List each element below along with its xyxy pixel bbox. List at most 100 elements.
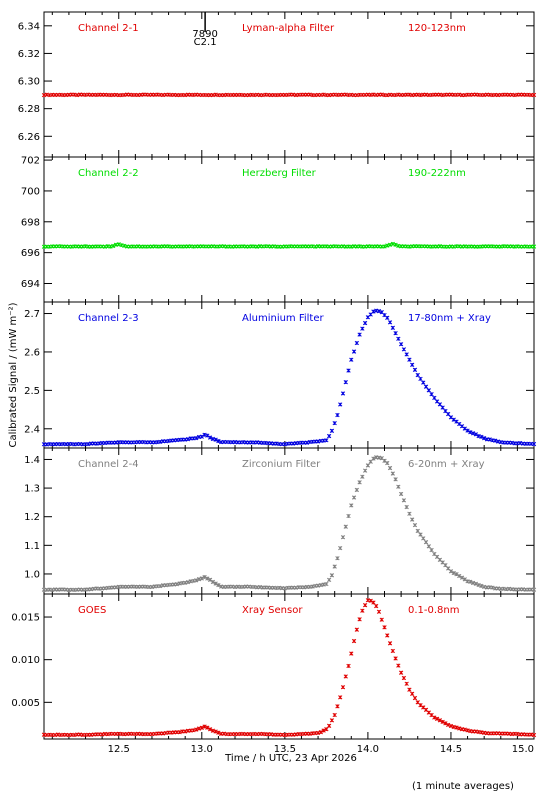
goes-data-point bbox=[343, 674, 348, 679]
channel-2-4-data-point bbox=[335, 556, 340, 561]
channel-2-1-ytick-label: 6.26 bbox=[18, 132, 40, 143]
channel-2-3-data-point bbox=[493, 438, 498, 443]
channel-2-4-data-point bbox=[357, 480, 362, 485]
goes-data-point bbox=[207, 727, 213, 732]
channel-2-3-data-point bbox=[426, 388, 431, 393]
channel-2-2-data-point bbox=[111, 243, 116, 249]
channel-2-3-data-point bbox=[462, 426, 467, 431]
channel-2-1-data-point bbox=[531, 92, 537, 98]
channel-2-3-data-point bbox=[371, 309, 376, 314]
channel-2-3-data-point bbox=[216, 438, 221, 444]
channel-2-4-data-point bbox=[354, 487, 359, 493]
channel-2-3-data-point bbox=[326, 433, 332, 439]
channel-2-4-data-point bbox=[459, 575, 465, 580]
channel-2-4-data-point bbox=[393, 477, 398, 482]
channel-2-4-filter-label: Zirconium Filter bbox=[242, 459, 321, 470]
goes-data-point bbox=[335, 704, 340, 709]
channel-2-3-data-point bbox=[432, 395, 437, 401]
channel-2-3-data-point bbox=[387, 320, 393, 325]
channel-2-4-data-point bbox=[404, 504, 409, 510]
x-tick-label: 13.0 bbox=[191, 744, 213, 755]
channel-2-3-data-point bbox=[213, 437, 218, 442]
channel-2-4-data-point bbox=[326, 577, 332, 583]
goes-data-point bbox=[346, 663, 351, 669]
channel-2-3-data-point bbox=[446, 411, 451, 417]
goes-data-point bbox=[321, 728, 326, 733]
channel-2-4-data-point bbox=[401, 498, 407, 503]
channel-2-3-data-point bbox=[465, 428, 470, 433]
goes-ytick-label: 0.015 bbox=[11, 613, 40, 624]
goes-data-point bbox=[412, 695, 418, 701]
goes-data-point bbox=[349, 651, 354, 656]
channel-2-4-band-label: 6-20nm + Xray bbox=[408, 459, 485, 470]
goes-data-point bbox=[446, 722, 451, 728]
goes-data-point bbox=[454, 725, 459, 730]
goes-data-point bbox=[371, 600, 376, 605]
channel-2-4-ytick-label: 1.0 bbox=[24, 569, 40, 580]
channel-2-4-data-point bbox=[412, 522, 418, 528]
channel-2-3-data-point bbox=[482, 436, 487, 441]
goes-data-point bbox=[390, 648, 395, 654]
y-axis-title: Calibrated Signal / (mW m⁻²) bbox=[8, 302, 19, 447]
channel-2-4-data-point bbox=[365, 463, 371, 468]
channel-2-4-data-point bbox=[213, 581, 218, 586]
channel-2-4-data-point bbox=[362, 468, 368, 473]
channel-2-4-data-point bbox=[340, 535, 346, 540]
channel-2-3-data-point bbox=[407, 357, 412, 362]
goes-data-point bbox=[410, 691, 415, 696]
x-tick-label: 14.5 bbox=[440, 744, 462, 755]
channel-2-4-data-point bbox=[462, 577, 467, 582]
channel-2-3-data-point bbox=[332, 420, 337, 426]
channel-2-3-data-point bbox=[415, 372, 420, 378]
channel-2-4-data-point bbox=[216, 582, 221, 588]
channel-2-3-data-point bbox=[429, 392, 434, 397]
channel-2-3-data-point bbox=[329, 428, 335, 433]
goes-data-point bbox=[432, 715, 437, 720]
channel-2-4-ytick-label: 1.3 bbox=[24, 484, 40, 495]
channel-2-3-data-point bbox=[376, 309, 382, 314]
goes-data-point bbox=[531, 732, 537, 738]
channel-2-3-data-point bbox=[346, 368, 351, 373]
channel-2-3-data-point bbox=[437, 402, 443, 407]
channel-2-4-data-point bbox=[398, 491, 404, 497]
goes-data-point bbox=[205, 725, 210, 730]
channel-2-4-data-point bbox=[407, 511, 412, 516]
x-tick-label: 13.5 bbox=[274, 744, 296, 755]
channel-2-4-channel-label: Channel 2-4 bbox=[78, 459, 139, 470]
channel-2-4-data-point bbox=[468, 579, 473, 584]
channel-2-3-ytick-label: 2.5 bbox=[24, 386, 40, 397]
channel-2-3-data-point bbox=[324, 438, 329, 443]
channel-2-3-band-label: 17-80nm + Xray bbox=[408, 313, 491, 324]
channel-2-4-data-point bbox=[385, 460, 390, 466]
channel-2-4-data-point bbox=[346, 513, 351, 519]
channel-2-4-data-point bbox=[479, 583, 484, 589]
goes-data-point bbox=[401, 675, 407, 681]
channel-2-1-ytick-label: 6.28 bbox=[18, 104, 40, 115]
goes-data-point bbox=[216, 730, 221, 735]
channel-2-2-ytick-label: 696 bbox=[21, 248, 40, 259]
channel-2-4-data-point bbox=[351, 495, 357, 500]
channel-2-2-data-point bbox=[116, 242, 121, 247]
channel-2-2-ytick-label: 702 bbox=[21, 156, 40, 167]
channel-2-4-data-point bbox=[360, 474, 365, 479]
channel-2-3-data-point bbox=[393, 331, 398, 336]
channel-2-4-data-point bbox=[329, 573, 335, 578]
channel-2-4-data-point bbox=[332, 564, 337, 569]
channel-2-3-data-point bbox=[385, 315, 390, 320]
channel-2-3-ytick-label: 2.4 bbox=[24, 424, 40, 435]
channel-2-3-data-point bbox=[362, 320, 368, 326]
goes-data-point bbox=[437, 718, 443, 723]
channel-2-4-data-point bbox=[371, 456, 376, 461]
channel-2-3-filter-label: Aluminium Filter bbox=[242, 313, 325, 324]
goes-data-point bbox=[213, 729, 218, 734]
channel-2-3-data-point bbox=[418, 376, 423, 382]
goes-data-point bbox=[376, 609, 382, 614]
goes-filter-label: Xray Sensor bbox=[242, 605, 303, 616]
channel-2-4-data-point bbox=[390, 471, 395, 476]
channel-2-1-ytick-label: 6.34 bbox=[18, 21, 40, 32]
channel-2-3-data-point bbox=[440, 405, 445, 410]
goes-data-point bbox=[368, 598, 373, 603]
channel-2-4-data-point bbox=[476, 582, 481, 588]
channel-2-1-band-label: 120-123nm bbox=[408, 23, 466, 34]
goes-data-point bbox=[318, 730, 323, 735]
